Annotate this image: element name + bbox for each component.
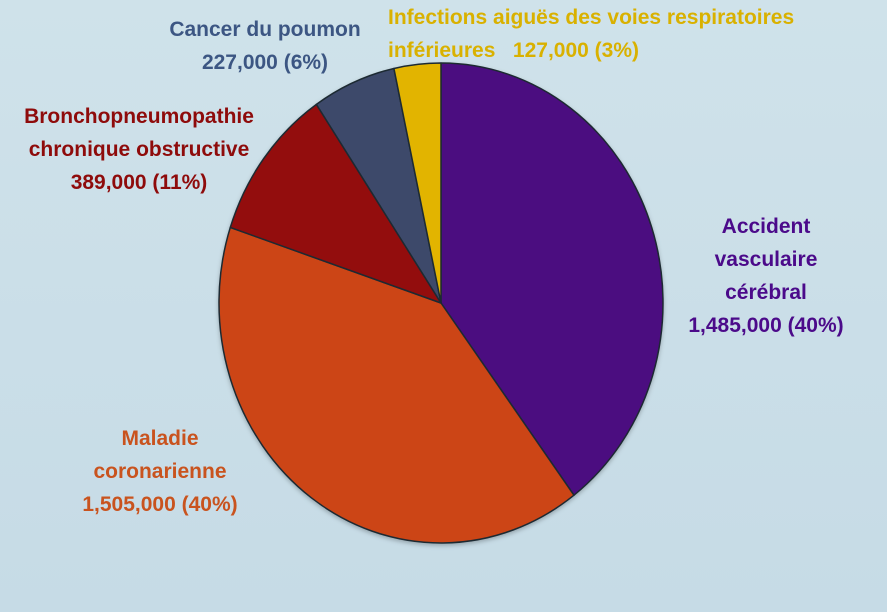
label-lung-line-1: Cancer du poumon bbox=[169, 18, 361, 41]
label-lri-line-2: inférieures 127,000 (3%) bbox=[388, 34, 828, 67]
label-maladie-coronarienne: Maladie coronarienne 1,505,000 (40%) bbox=[60, 422, 260, 521]
label-avc-line-1: Accident bbox=[721, 215, 811, 238]
label-lri-line-2-text: inférieures bbox=[388, 39, 496, 62]
label-accident-vasculaire-cerebral: Accident vasculaire cérébral 1,485,000 (… bbox=[666, 210, 866, 342]
label-lri-line-1: Infections aiguës des voies respiratoire… bbox=[388, 6, 795, 29]
pie-slices bbox=[218, 62, 664, 544]
label-coronary-value: 1,505,000 (40%) bbox=[82, 493, 238, 516]
label-cancer-du-poumon: Cancer du poumon 227,000 (6%) bbox=[150, 13, 380, 79]
pie-slice-lri bbox=[393, 62, 442, 304]
label-avc-value: 1,485,000 (40%) bbox=[688, 314, 844, 337]
label-infections-aigues: Infections aiguës des voies respiratoire… bbox=[388, 1, 828, 67]
label-lung-value: 227,000 (6%) bbox=[201, 51, 329, 74]
label-copd-line-1: Bronchopneumopathie bbox=[24, 105, 254, 128]
pie-slice-copd bbox=[229, 103, 442, 304]
label-avc-line-3: cérébral bbox=[725, 281, 807, 304]
label-lri-value: 127,000 (3%) bbox=[512, 39, 639, 62]
label-copd-line-2: chronique obstructive bbox=[28, 138, 250, 161]
label-bronchopneumopathie: Bronchopneumopathie chronique obstructiv… bbox=[4, 100, 274, 199]
label-copd-value: 389,000 (11%) bbox=[70, 171, 208, 194]
label-coronary-line-1: Maladie bbox=[121, 427, 199, 450]
pie-slice-avc bbox=[440, 62, 664, 496]
pie-slice-coronary bbox=[218, 226, 575, 544]
label-avc-line-2: vasculaire bbox=[714, 248, 818, 271]
label-coronary-line-2: coronarienne bbox=[93, 460, 227, 483]
